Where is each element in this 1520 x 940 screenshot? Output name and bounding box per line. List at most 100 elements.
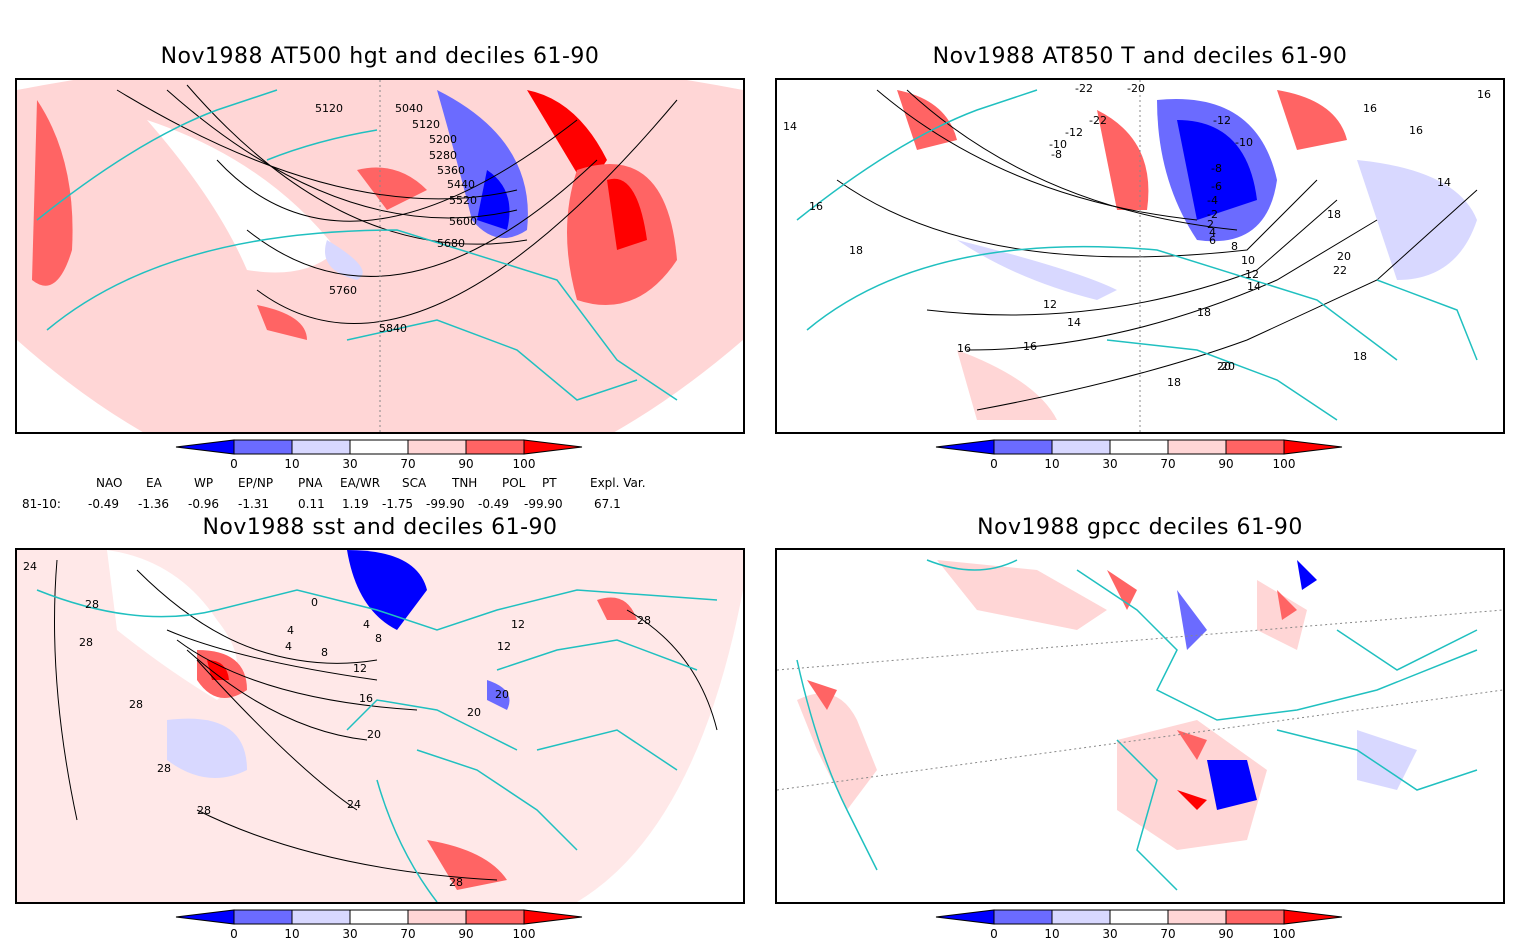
colorbar-segment [175, 909, 235, 925]
contour-line [626, 609, 718, 731]
colorbar-tick-label: 100 [513, 457, 536, 470]
colorbar-segment [1167, 909, 1227, 925]
colorbar-tick-label: 0 [990, 457, 998, 470]
panel2-title: Nov1988 AT850 T and deciles 61-90 [932, 44, 1348, 69]
colorbar-segment [407, 909, 467, 925]
colorbar-tick-label: 70 [400, 927, 415, 940]
contour-label: 28 [637, 614, 651, 627]
anomaly-region [607, 178, 647, 250]
contour-label: 18 [1327, 208, 1341, 221]
colorbar-top-right: 0 10 30 70 90 100 [935, 439, 1343, 470]
colorbar-segment [407, 439, 467, 455]
contour-label: 4 [1209, 226, 1216, 239]
anomaly-region [32, 100, 73, 286]
contour-label: 12 [511, 618, 525, 631]
contour-label: 4 [285, 640, 292, 653]
anomaly-region [1177, 730, 1207, 760]
anomaly-region [1177, 120, 1257, 220]
index-row-label: 81-10: [22, 497, 61, 511]
colorbar-tick-label: 30 [342, 457, 357, 470]
anomaly-region [167, 718, 247, 778]
contour-label: 14 [1437, 176, 1451, 189]
contour-line [166, 629, 378, 681]
contour-line [976, 189, 1478, 411]
contour-labels: 24 28 28 28 28 28 28 28 0 4 4 4 8 8 12 1… [23, 560, 651, 889]
index-value: -99.90 [524, 497, 563, 511]
contour-label: 5680 [437, 237, 465, 250]
anomaly-region [1277, 90, 1347, 150]
contour-label: -8 [1211, 162, 1222, 175]
panel1-title: Nov1988 AT500 hgt and deciles 61-90 [160, 44, 600, 69]
anomaly-region [1357, 160, 1477, 280]
colorbar-tick-label: 70 [400, 457, 415, 470]
contour-label: -6 [1211, 180, 1222, 193]
contour-label: 16 [359, 692, 373, 705]
anomaly-region [207, 660, 229, 680]
anomaly-region [1097, 110, 1149, 210]
index-header: WP [194, 476, 214, 490]
coastline [36, 589, 718, 902]
anomaly-region [527, 90, 607, 190]
anomaly-region [147, 120, 337, 273]
index-header: EA [146, 476, 162, 490]
contour-label: 28 [85, 598, 99, 611]
contour-label: -20 [1127, 82, 1145, 95]
contour-label: 16 [1363, 102, 1377, 115]
contour-label: 22 [1333, 264, 1347, 277]
contour-label: 14 [1067, 316, 1081, 329]
contour-label: -10 [1049, 138, 1067, 151]
contour-label: 12 [353, 662, 367, 675]
contour-line [926, 199, 1338, 316]
contour-label: 10 [1241, 254, 1255, 267]
contour-line [216, 119, 578, 222]
index-header: TNH [452, 476, 478, 490]
map-t850-svg: -22 -20 -22 -12 -10 -8 -12 -10 -8 -6 -4 … [777, 80, 1503, 432]
map-panel-sst: 24 28 28 28 28 28 28 28 0 4 4 4 8 8 12 1… [15, 548, 745, 904]
contour-label: 16 [1477, 88, 1491, 101]
contour-label: 5760 [329, 284, 357, 297]
contour-label: 18 [1353, 350, 1367, 363]
index-value: -0.49 [478, 497, 510, 511]
colorbar-segment [291, 909, 351, 925]
contour-label: 14 [783, 120, 797, 133]
contour-labels: -22 -20 -22 -12 -10 -8 -12 -10 -8 -6 -4 … [783, 82, 1491, 389]
contour-label: -2 [1207, 208, 1218, 221]
contour-label: 28 [157, 762, 171, 775]
anomaly-region [957, 350, 1057, 420]
anomaly-region [807, 680, 837, 710]
map-panel-hgt500: 5040 5120 5120 5200 5280 5360 5440 5520 … [15, 78, 745, 434]
contour-line [256, 99, 678, 324]
colorbar-tick-label: 90 [1218, 927, 1233, 940]
colorbar-segment [349, 909, 409, 925]
colorbar-tick-label: 30 [1102, 927, 1117, 940]
colorbar-segment [993, 909, 1053, 925]
colorbar-segment [1283, 439, 1343, 455]
contour-label: -22 [1089, 114, 1107, 127]
anomaly-region [325, 240, 363, 280]
colorbar-tick-label: 0 [230, 927, 238, 940]
map-sst-svg: 24 28 28 28 28 28 28 28 0 4 4 4 8 8 12 1… [17, 550, 743, 902]
contour-label: 20 [367, 728, 381, 741]
coastline [36, 89, 678, 401]
anomaly-region [427, 840, 507, 890]
contour-label: 4 [287, 624, 294, 637]
colorbar-tick-label: 90 [1218, 457, 1233, 470]
contour-label: 16 [957, 342, 971, 355]
index-header: POL [502, 476, 526, 490]
anomaly-region [477, 170, 510, 230]
anomaly-region [257, 305, 307, 340]
index-value: -0.49 [88, 497, 120, 511]
contour-label: 8 [1231, 240, 1238, 253]
coastline [796, 559, 1478, 871]
contour-label: -10 [1235, 136, 1253, 149]
contour-label: 5040 [395, 102, 423, 115]
anomaly-region [957, 240, 1117, 300]
contour-label: 5520 [449, 194, 477, 207]
anomaly-region [1357, 730, 1417, 790]
contour-line [116, 89, 518, 200]
anomaly-region [597, 597, 637, 620]
contour-label: 8 [375, 632, 382, 645]
contour-label: 12 [1245, 268, 1259, 281]
coastline [266, 129, 638, 401]
index-header: SCA [402, 476, 427, 490]
